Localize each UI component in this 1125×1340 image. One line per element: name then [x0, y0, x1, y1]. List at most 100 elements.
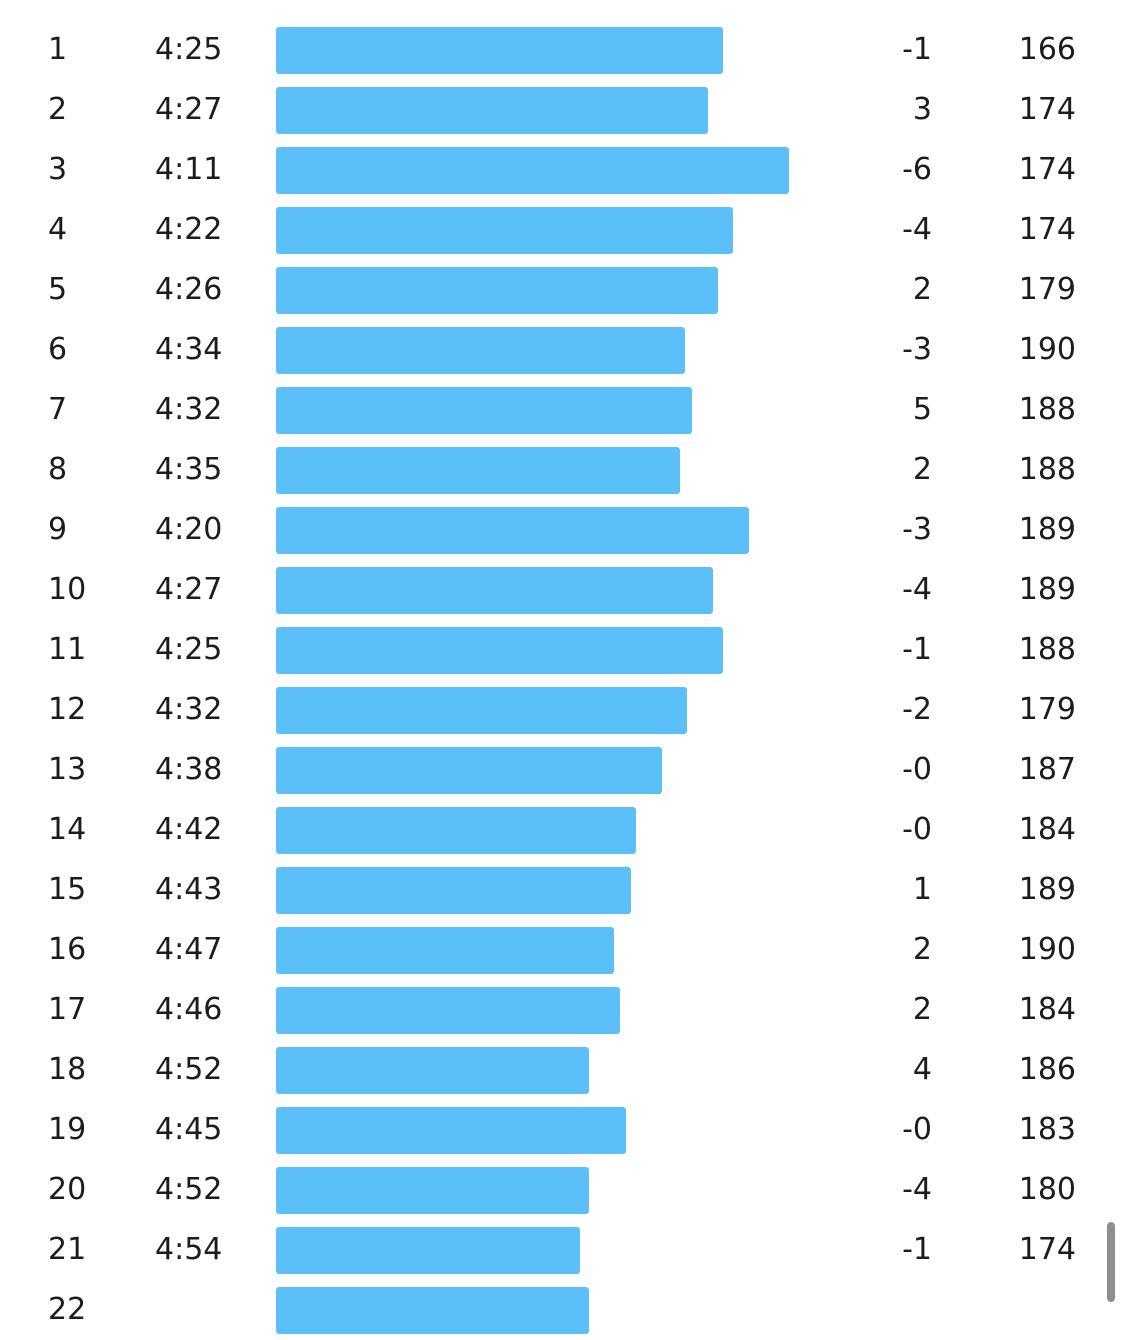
split-km-label: 21 [48, 1232, 87, 1267]
split-pace-label: 4:34 [155, 332, 223, 367]
split-pace-label: 4:38 [155, 752, 223, 787]
split-row[interactable]: 19 4:45 -0 183 [0, 1100, 1125, 1160]
split-row[interactable]: 14 4:42 -0 184 [0, 800, 1125, 860]
split-km-label: 5 [48, 272, 68, 307]
split-heart-rate-label: 184 [1018, 812, 1076, 847]
split-pace-label: 4:35 [155, 452, 223, 487]
split-pace-label: 4:25 [155, 32, 223, 67]
split-heart-rate-label: 188 [1018, 632, 1076, 667]
split-row[interactable]: 21 4:54 -1 174 [0, 1220, 1125, 1280]
split-elevation-label: -1 [902, 632, 932, 667]
split-row[interactable]: 16 4:47 2 190 [0, 920, 1125, 980]
split-heart-rate-label: 183 [1018, 1112, 1076, 1147]
split-row[interactable]: 4 4:22 -4 174 [0, 200, 1125, 260]
split-pace-label: 4:27 [155, 92, 223, 127]
split-row[interactable]: 3 4:11 -6 174 [0, 140, 1125, 200]
split-pace-bar [276, 507, 749, 554]
split-pace-bar [276, 627, 723, 674]
split-row[interactable]: 2 4:27 3 174 [0, 80, 1125, 140]
split-pace-label: 4:20 [155, 512, 223, 547]
split-row[interactable]: 11 4:25 -1 188 [0, 620, 1125, 680]
split-elevation-label: -0 [902, 1112, 932, 1147]
split-elevation-label: -0 [902, 752, 932, 787]
split-row[interactable]: 6 4:34 -3 190 [0, 320, 1125, 380]
split-row[interactable]: 13 4:38 -0 187 [0, 740, 1125, 800]
split-row[interactable]: 7 4:32 5 188 [0, 380, 1125, 440]
split-pace-bar [276, 1227, 580, 1274]
split-km-label: 20 [48, 1172, 87, 1207]
split-row[interactable]: 20 4:52 -4 180 [0, 1160, 1125, 1220]
split-pace-label: 4:25 [155, 632, 223, 667]
split-pace-label: 4:26 [155, 272, 223, 307]
split-pace-bar [276, 867, 631, 914]
split-pace-bar [276, 267, 718, 314]
split-elevation-label: 3 [912, 92, 932, 127]
split-row[interactable]: 18 4:52 4 186 [0, 1040, 1125, 1100]
split-pace-label: 4:54 [155, 1232, 223, 1267]
split-pace-label: 4:45 [155, 1112, 223, 1147]
split-pace-bar [276, 807, 636, 854]
split-km-label: 10 [48, 572, 87, 607]
split-pace-bar [276, 27, 723, 74]
split-elevation-label: -4 [902, 572, 932, 607]
split-row[interactable]: 22 [0, 1280, 1125, 1340]
split-km-label: 11 [48, 632, 87, 667]
split-pace-bar [276, 387, 692, 434]
split-elevation-label: -3 [902, 512, 932, 547]
split-heart-rate-label: 188 [1018, 452, 1076, 487]
split-pace-bar [276, 1167, 589, 1214]
splits-list: 1 4:25 -1 166 2 4:27 3 174 3 4:11 -6 174 4 4:22 -4 174 5… [0, 20, 1125, 1334]
scrollbar[interactable] [1107, 1222, 1115, 1302]
split-km-label: 15 [48, 872, 87, 907]
split-heart-rate-label: 189 [1018, 872, 1076, 907]
split-km-label: 22 [48, 1292, 87, 1327]
split-pace-bar [276, 747, 662, 794]
split-row[interactable]: 5 4:26 2 179 [0, 260, 1125, 320]
split-row[interactable]: 12 4:32 -2 179 [0, 680, 1125, 740]
split-heart-rate-label: 174 [1018, 1232, 1076, 1267]
split-elevation-label: 4 [912, 1052, 932, 1087]
split-row[interactable]: 8 4:35 2 188 [0, 440, 1125, 500]
split-row[interactable]: 15 4:43 1 189 [0, 860, 1125, 920]
split-elevation-label: -6 [902, 152, 932, 187]
split-elevation-label: 2 [912, 452, 932, 487]
split-heart-rate-label: 188 [1018, 392, 1076, 427]
split-heart-rate-label: 184 [1018, 992, 1076, 1027]
split-pace-bar [276, 687, 687, 734]
split-row[interactable]: 17 4:46 2 184 [0, 980, 1125, 1040]
split-pace-bar [276, 1047, 589, 1094]
split-km-label: 16 [48, 932, 87, 967]
split-pace-label: 4:42 [155, 812, 223, 847]
split-km-label: 18 [48, 1052, 87, 1087]
split-heart-rate-label: 174 [1018, 212, 1076, 247]
split-row[interactable]: 9 4:20 -3 189 [0, 500, 1125, 560]
split-km-label: 3 [48, 152, 68, 187]
split-elevation-label: -4 [902, 1172, 932, 1207]
split-km-label: 8 [48, 452, 68, 487]
split-pace-label: 4:27 [155, 572, 223, 607]
split-pace-label: 4:11 [155, 152, 223, 187]
split-km-label: 6 [48, 332, 68, 367]
split-heart-rate-label: 190 [1018, 332, 1076, 367]
split-km-label: 1 [48, 32, 68, 67]
split-pace-label: 4:47 [155, 932, 223, 967]
split-heart-rate-label: 179 [1018, 692, 1076, 727]
split-heart-rate-label: 180 [1018, 1172, 1076, 1207]
split-heart-rate-label: 189 [1018, 572, 1076, 607]
split-elevation-label: 5 [912, 392, 932, 427]
split-pace-bar [276, 447, 680, 494]
split-km-label: 13 [48, 752, 87, 787]
split-pace-bar [276, 147, 789, 194]
split-elevation-label: -0 [902, 812, 932, 847]
split-row[interactable]: 10 4:27 -4 189 [0, 560, 1125, 620]
split-pace-label: 4:52 [155, 1172, 223, 1207]
split-pace-bar [276, 987, 620, 1034]
split-elevation-label: -3 [902, 332, 932, 367]
split-row[interactable]: 1 4:25 -1 166 [0, 20, 1125, 80]
split-pace-label: 4:32 [155, 692, 223, 727]
split-km-label: 17 [48, 992, 87, 1027]
split-heart-rate-label: 186 [1018, 1052, 1076, 1087]
split-pace-bar [276, 327, 685, 374]
split-km-label: 9 [48, 512, 68, 547]
split-elevation-label: 1 [912, 872, 932, 907]
